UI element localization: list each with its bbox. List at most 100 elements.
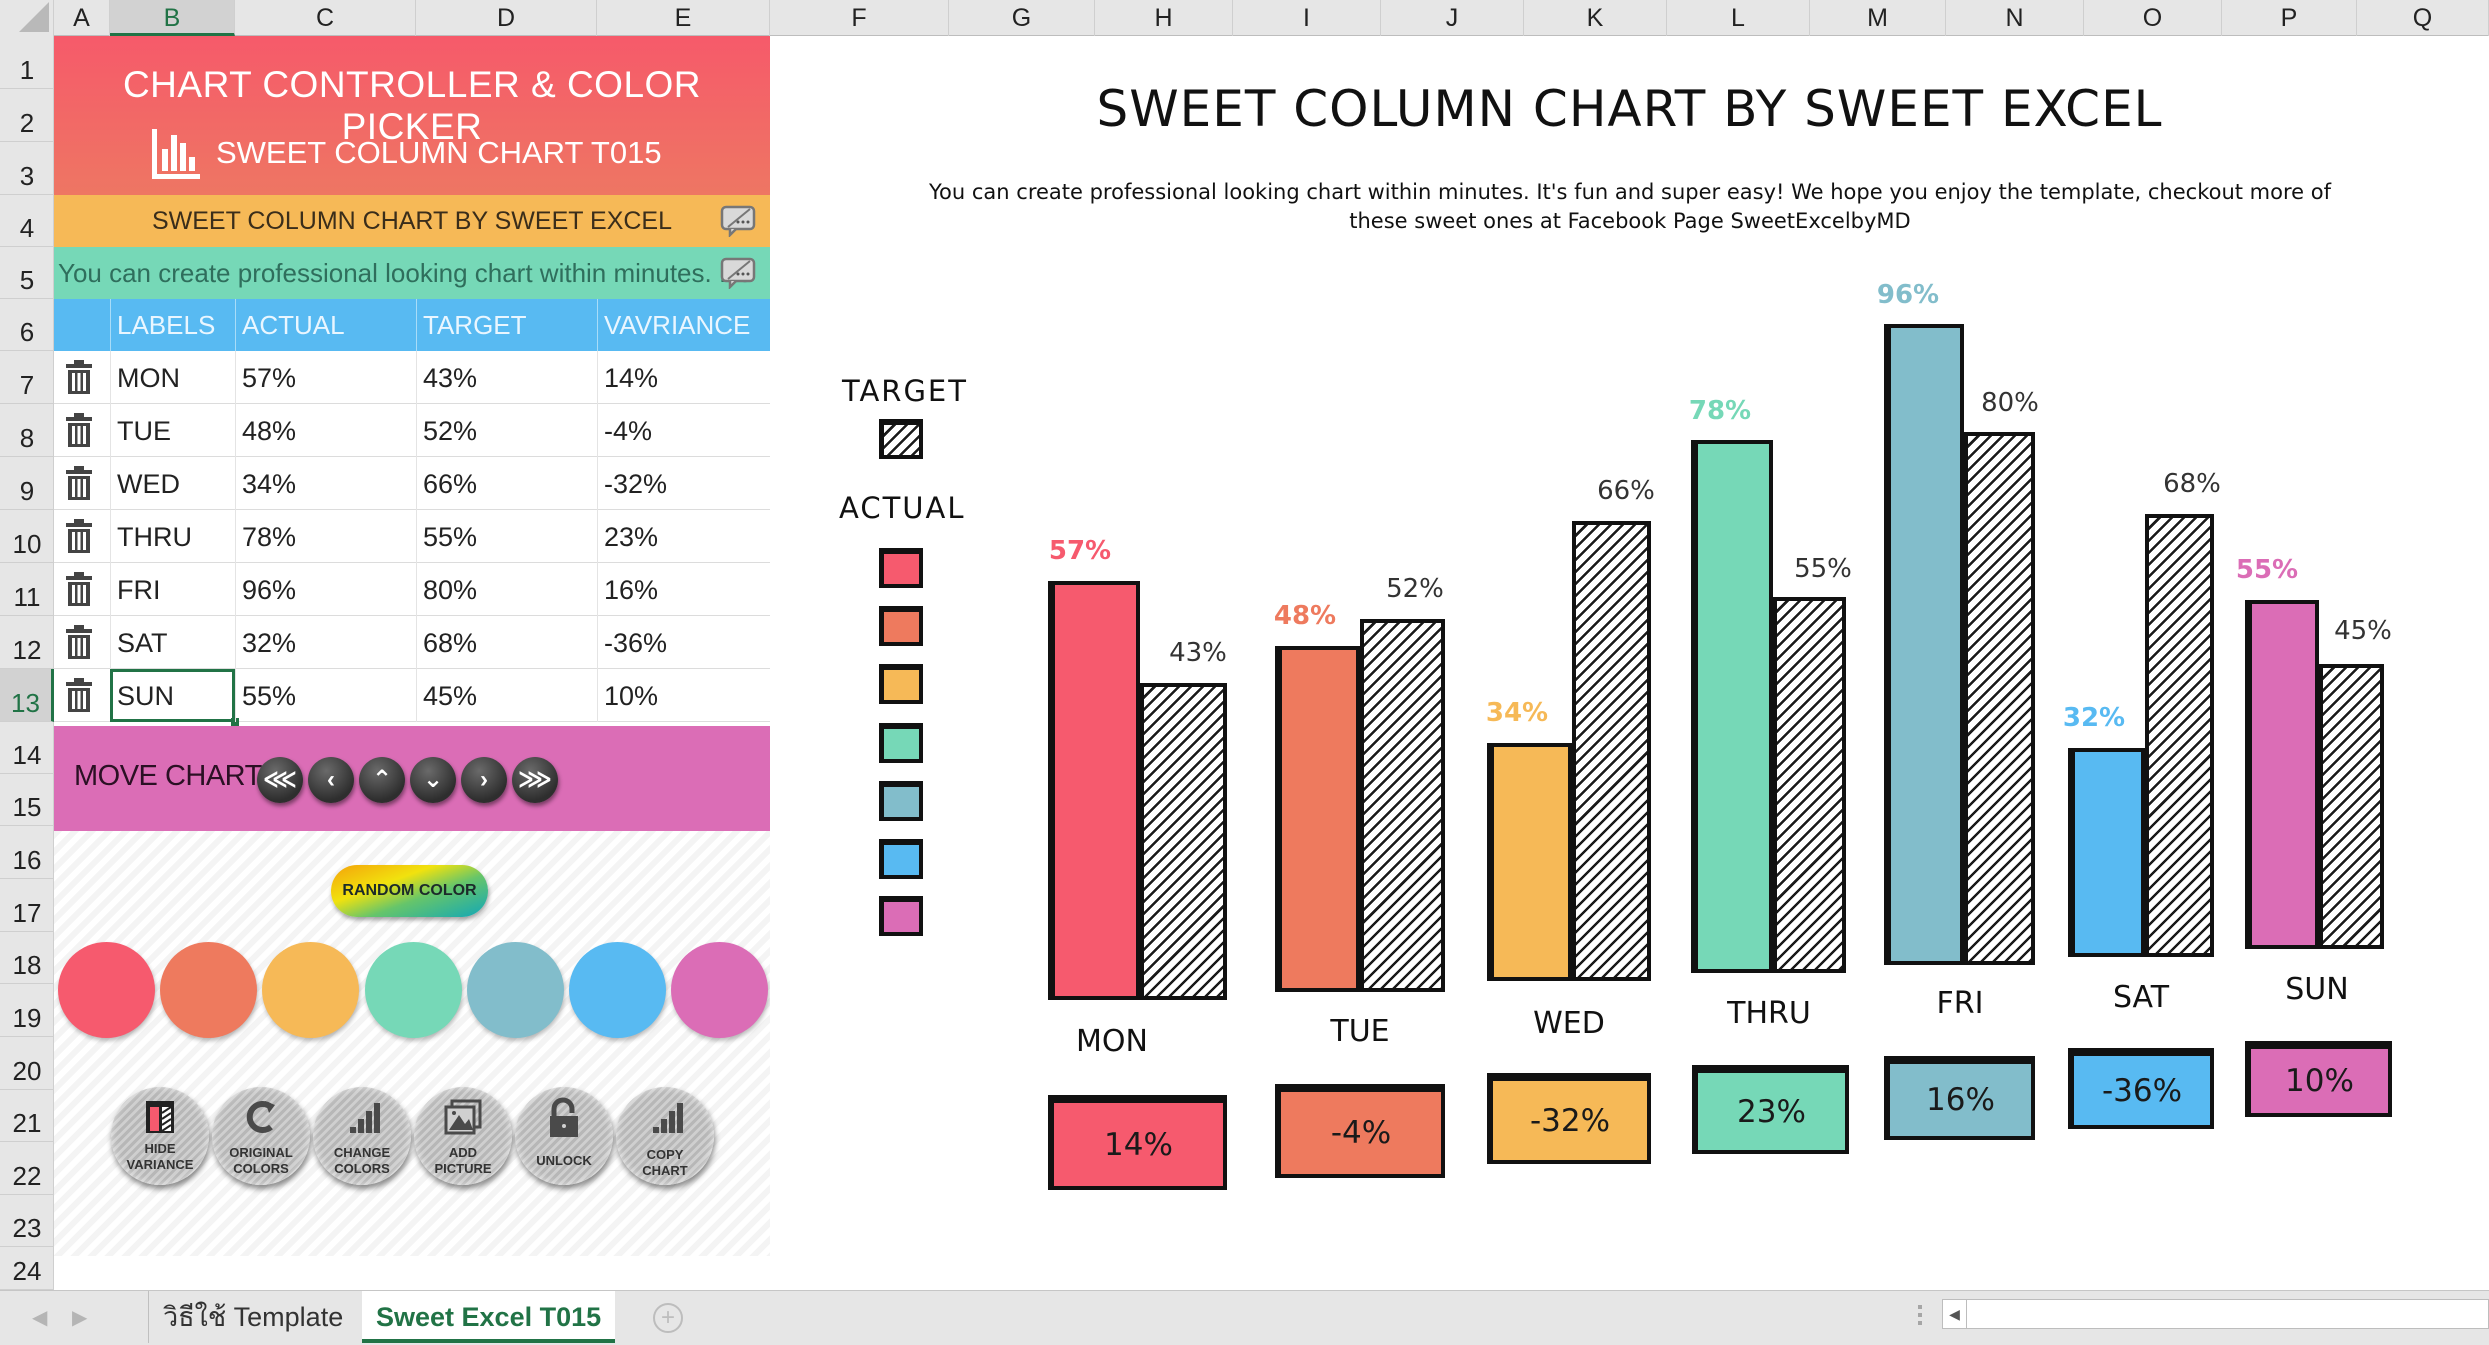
target-bar-fri[interactable] (1964, 432, 2035, 965)
cell-target[interactable]: 68% (416, 616, 597, 669)
color-swatch-red[interactable] (58, 942, 155, 1038)
target-bar-mon[interactable] (1140, 683, 1227, 1000)
row-header-8[interactable]: 8 (0, 404, 54, 457)
column-header-p[interactable]: P (2222, 0, 2357, 36)
column-header-a[interactable]: A (54, 0, 110, 36)
row-header-19[interactable]: 19 (0, 984, 54, 1037)
cell-target[interactable]: 55% (416, 510, 597, 563)
column-chart[interactable]: SWEET COLUMN CHART BY SWEET EXCEL You ca… (770, 36, 2489, 1290)
actual-bar-tue[interactable] (1275, 646, 1360, 992)
tab-split-handle[interactable] (1918, 1305, 1922, 1327)
actual-bar-fri[interactable] (1884, 324, 1964, 965)
edit-comment-icon[interactable] (720, 205, 756, 237)
fill-handle[interactable] (231, 718, 239, 726)
actual-bar-sun[interactable] (2245, 600, 2319, 949)
tab-scroll-right-icon[interactable]: ▶ (72, 1307, 88, 1329)
column-header-e[interactable]: E (597, 0, 770, 36)
row-header-11[interactable]: 11 (0, 563, 54, 616)
color-swatch-yellow[interactable] (262, 942, 359, 1038)
trash-icon[interactable] (64, 677, 94, 713)
column-header-o[interactable]: O (2084, 0, 2222, 36)
cell-label[interactable]: FRI (110, 563, 235, 616)
cell-label[interactable]: TUE (110, 404, 235, 457)
move-down-button[interactable]: ⌄ (410, 757, 456, 803)
scroll-left-arrow-icon[interactable]: ◀ (1943, 1300, 1967, 1328)
row-header-3[interactable]: 3 (0, 142, 54, 195)
original-colors-button[interactable]: ORIGINAL COLORS (212, 1087, 310, 1185)
color-swatch-pink[interactable] (671, 942, 768, 1038)
actual-bar-thru[interactable] (1691, 440, 1773, 973)
actual-bar-sat[interactable] (2068, 748, 2145, 957)
target-bar-thru[interactable] (1773, 597, 1846, 973)
cell-variance[interactable]: 14% (597, 351, 770, 404)
column-header-c[interactable]: C (235, 0, 416, 36)
cell-target[interactable]: 43% (416, 351, 597, 404)
row-header-1[interactable]: 1 (0, 36, 54, 89)
change-colors-button[interactable]: CHANGE COLORS (313, 1087, 411, 1185)
target-bar-sat[interactable] (2145, 514, 2214, 957)
chart-subtitle-cell[interactable]: You can create professional looking char… (54, 247, 770, 299)
target-bar-wed[interactable] (1572, 521, 1651, 981)
cell-label[interactable]: WED (110, 457, 235, 510)
cell-target[interactable]: 52% (416, 404, 597, 457)
cell-actual[interactable]: 48% (235, 404, 416, 457)
column-header-i[interactable]: I (1233, 0, 1381, 36)
column-header-l[interactable]: L (1667, 0, 1810, 36)
unlock-button[interactable]: UNLOCK (515, 1087, 613, 1185)
row-header-13[interactable]: 13 (0, 669, 54, 722)
column-header-k[interactable]: K (1524, 0, 1667, 36)
random-color-button[interactable]: RANDOM COLOR (331, 865, 488, 917)
row-header-18[interactable]: 18 (0, 932, 54, 984)
row-header-21[interactable]: 21 (0, 1090, 54, 1142)
row-header-6[interactable]: 6 (0, 299, 54, 351)
row-header-23[interactable]: 23 (0, 1195, 54, 1247)
cell-target[interactable]: 80% (416, 563, 597, 616)
target-bar-tue[interactable] (1360, 619, 1445, 992)
row-header-10[interactable]: 10 (0, 510, 54, 563)
column-header-b[interactable]: B (110, 0, 235, 36)
trash-icon[interactable] (64, 624, 94, 660)
cell-target[interactable]: 45% (416, 669, 597, 722)
add-picture-button[interactable]: ADD PICTURE (414, 1087, 512, 1185)
color-swatch-teal[interactable] (467, 942, 564, 1038)
row-header-17[interactable]: 17 (0, 879, 54, 932)
column-header-d[interactable]: D (416, 0, 597, 36)
column-header-m[interactable]: M (1810, 0, 1946, 36)
tab-scroll-left-icon[interactable]: ◀ (32, 1307, 48, 1329)
color-swatch-blue[interactable] (569, 942, 666, 1038)
column-header-f[interactable]: F (770, 0, 949, 36)
column-header-n[interactable]: N (1946, 0, 2084, 36)
color-swatch-coral[interactable] (160, 942, 257, 1038)
actual-bar-mon[interactable] (1048, 581, 1140, 1000)
cell-actual[interactable]: 32% (235, 616, 416, 669)
row-header-5[interactable]: 5 (0, 247, 54, 299)
cell-variance[interactable]: 16% (597, 563, 770, 616)
move-up-button[interactable]: ⌃ (359, 757, 405, 803)
cell-variance[interactable]: 10% (597, 669, 770, 722)
row-header-20[interactable]: 20 (0, 1037, 54, 1090)
row-header-12[interactable]: 12 (0, 616, 54, 669)
cell-actual[interactable]: 78% (235, 510, 416, 563)
row-header-2[interactable]: 2 (0, 89, 54, 142)
row-header-14[interactable]: 14 (0, 722, 54, 774)
move-right-button[interactable]: › (461, 757, 507, 803)
edit-comment-icon[interactable] (720, 257, 756, 289)
hide-variance-button[interactable]: HIDE VARIANCE (111, 1087, 209, 1185)
trash-icon[interactable] (64, 412, 94, 448)
cell-variance[interactable]: -4% (597, 404, 770, 457)
trash-icon[interactable] (64, 359, 94, 395)
move-far-left-button[interactable]: ⋘ (257, 757, 303, 803)
move-far-right-button[interactable]: ⋙ (512, 757, 558, 803)
trash-icon[interactable] (64, 518, 94, 554)
cell-label[interactable]: SAT (110, 616, 235, 669)
sheet-tab-template-guide[interactable]: วิธีใช้ Template (148, 1291, 357, 1343)
column-header-h[interactable]: H (1095, 0, 1233, 36)
cell-actual[interactable]: 34% (235, 457, 416, 510)
horizontal-scrollbar[interactable]: ◀ (1942, 1299, 2489, 1329)
color-swatch-mint[interactable] (365, 942, 462, 1038)
actual-bar-wed[interactable] (1487, 743, 1572, 981)
chart-title-cell[interactable]: SWEET COLUMN CHART BY SWEET EXCEL (54, 195, 770, 247)
cell-target[interactable]: 66% (416, 457, 597, 510)
cell-label[interactable]: THRU (110, 510, 235, 563)
row-header-15[interactable]: 15 (0, 774, 54, 826)
